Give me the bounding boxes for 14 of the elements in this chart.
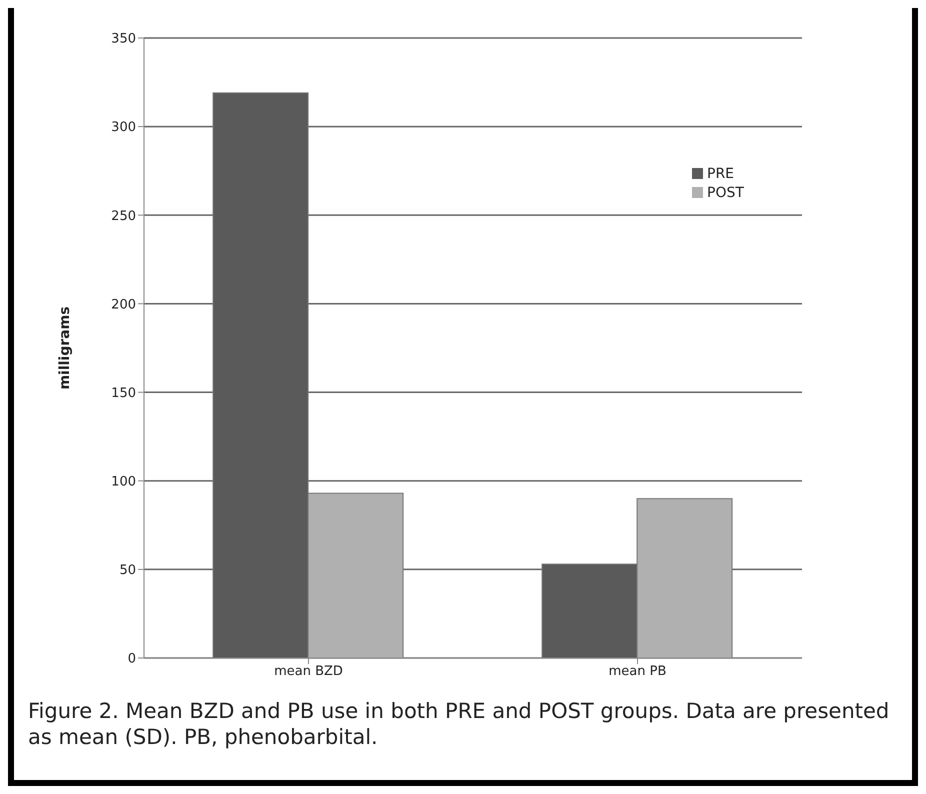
y-tick-label: 350 (111, 32, 136, 47)
x-tick-label: mean PB (608, 664, 666, 680)
x-tick-label: mean BZD (274, 664, 343, 680)
legend-label: PRE (707, 166, 734, 182)
y-tick-label: 0 (128, 652, 136, 667)
caption: Figure 2. Mean BZD and PB use in both PRE and POST groups. Data are presented as mean (SD). PB, phenobarbital. (27, 698, 890, 750)
y-tick-label: 100 (111, 474, 136, 490)
y-tick-label: 200 (111, 297, 136, 312)
y-tick-label: 50 (119, 563, 136, 578)
y-tick-label: 150 (111, 386, 136, 401)
y-tick-label: 250 (111, 208, 136, 224)
y-tick-label: 300 (111, 120, 136, 136)
legend-label: POST (707, 185, 744, 201)
y-axis-title: milligrams (56, 306, 73, 390)
